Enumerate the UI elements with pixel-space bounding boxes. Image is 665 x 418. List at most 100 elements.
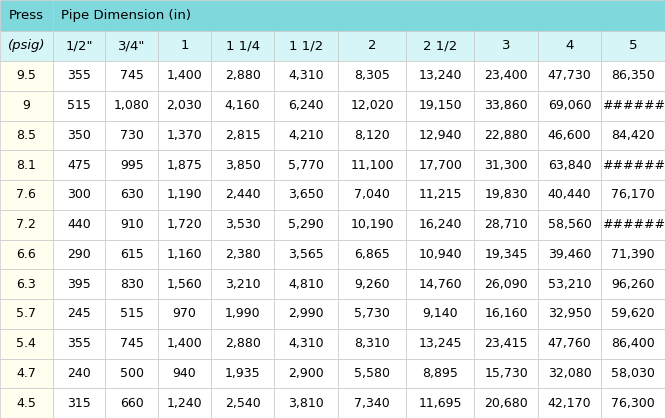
Bar — [406, 269, 474, 299]
Text: 1,875: 1,875 — [166, 159, 202, 172]
Bar — [406, 31, 474, 61]
Text: 59,620: 59,620 — [611, 307, 655, 320]
Text: 47,760: 47,760 — [548, 337, 592, 350]
Text: 5: 5 — [629, 39, 638, 52]
Text: 660: 660 — [120, 397, 144, 410]
Bar — [338, 269, 406, 299]
Bar — [338, 210, 406, 240]
Text: 4,210: 4,210 — [289, 129, 324, 142]
Bar — [53, 31, 106, 61]
Text: 730: 730 — [120, 129, 144, 142]
Text: 315: 315 — [67, 397, 91, 410]
Bar — [275, 31, 338, 61]
Bar — [53, 269, 106, 299]
Bar — [275, 210, 338, 240]
Text: 355: 355 — [67, 337, 91, 350]
Text: 300: 300 — [67, 189, 91, 201]
Text: 395: 395 — [67, 278, 91, 291]
Bar — [53, 0, 665, 31]
Text: 2,380: 2,380 — [225, 248, 261, 261]
Text: 2,900: 2,900 — [288, 367, 324, 380]
Bar — [106, 388, 158, 418]
Text: 9.5: 9.5 — [17, 69, 37, 82]
Text: 1,080: 1,080 — [114, 99, 150, 112]
Text: 6,865: 6,865 — [354, 248, 390, 261]
Text: 76,170: 76,170 — [611, 189, 655, 201]
Text: 19,830: 19,830 — [484, 189, 528, 201]
Bar — [158, 91, 211, 120]
Text: 71,390: 71,390 — [611, 248, 655, 261]
Bar — [0, 329, 53, 359]
Bar — [538, 329, 601, 359]
Bar — [275, 150, 338, 180]
Text: 745: 745 — [120, 69, 144, 82]
Text: 13,245: 13,245 — [418, 337, 462, 350]
Text: 6.6: 6.6 — [17, 248, 36, 261]
Text: 96,260: 96,260 — [612, 278, 655, 291]
Bar — [275, 240, 338, 269]
Bar — [601, 91, 665, 120]
Text: 12,020: 12,020 — [350, 99, 394, 112]
Text: 14,760: 14,760 — [418, 278, 462, 291]
Bar — [275, 269, 338, 299]
Bar — [106, 329, 158, 359]
Bar — [275, 359, 338, 388]
Bar — [601, 359, 665, 388]
Bar — [275, 388, 338, 418]
Text: 28,710: 28,710 — [484, 218, 528, 231]
Text: 4,310: 4,310 — [289, 337, 324, 350]
Bar — [338, 120, 406, 150]
Text: 8,895: 8,895 — [422, 367, 458, 380]
Bar — [601, 388, 665, 418]
Text: 5,580: 5,580 — [354, 367, 390, 380]
Text: 245: 245 — [67, 307, 91, 320]
Bar — [158, 120, 211, 150]
Bar — [158, 31, 211, 61]
Bar — [275, 299, 338, 329]
Text: 4.7: 4.7 — [17, 367, 37, 380]
Text: 475: 475 — [67, 159, 91, 172]
Bar — [0, 31, 53, 61]
Text: 22,880: 22,880 — [484, 129, 528, 142]
Text: (psig): (psig) — [7, 39, 45, 52]
Text: 58,560: 58,560 — [548, 218, 592, 231]
Text: 3,210: 3,210 — [225, 278, 261, 291]
Text: 69,060: 69,060 — [548, 99, 591, 112]
Text: 9,140: 9,140 — [422, 307, 458, 320]
Text: 2,990: 2,990 — [289, 307, 324, 320]
Bar — [538, 150, 601, 180]
Text: 7,340: 7,340 — [354, 397, 390, 410]
Text: 3,650: 3,650 — [288, 189, 324, 201]
Text: 1,720: 1,720 — [167, 218, 202, 231]
Text: 3,850: 3,850 — [225, 159, 261, 172]
Text: 17,700: 17,700 — [418, 159, 462, 172]
Text: 46,600: 46,600 — [548, 129, 591, 142]
Text: 31,300: 31,300 — [484, 159, 528, 172]
Text: 23,400: 23,400 — [484, 69, 528, 82]
Bar — [601, 180, 665, 210]
Bar — [538, 120, 601, 150]
Bar — [211, 120, 275, 150]
Text: 1 1/4: 1 1/4 — [225, 39, 259, 52]
Bar — [406, 299, 474, 329]
Text: 615: 615 — [120, 248, 144, 261]
Text: 11,695: 11,695 — [418, 397, 462, 410]
Text: 42,170: 42,170 — [548, 397, 591, 410]
Bar — [474, 210, 538, 240]
Text: 39,460: 39,460 — [548, 248, 591, 261]
Text: 2,880: 2,880 — [225, 337, 261, 350]
Bar — [0, 61, 53, 91]
Bar — [211, 210, 275, 240]
Bar — [601, 329, 665, 359]
Bar — [538, 61, 601, 91]
Text: 13,240: 13,240 — [418, 69, 462, 82]
Text: 515: 515 — [120, 307, 144, 320]
Text: 19,150: 19,150 — [418, 99, 462, 112]
Bar — [53, 61, 106, 91]
Text: 1,240: 1,240 — [167, 397, 202, 410]
Text: 745: 745 — [120, 337, 144, 350]
Text: 4: 4 — [565, 39, 574, 52]
Text: 940: 940 — [173, 367, 196, 380]
Bar — [0, 91, 53, 120]
Bar — [338, 150, 406, 180]
